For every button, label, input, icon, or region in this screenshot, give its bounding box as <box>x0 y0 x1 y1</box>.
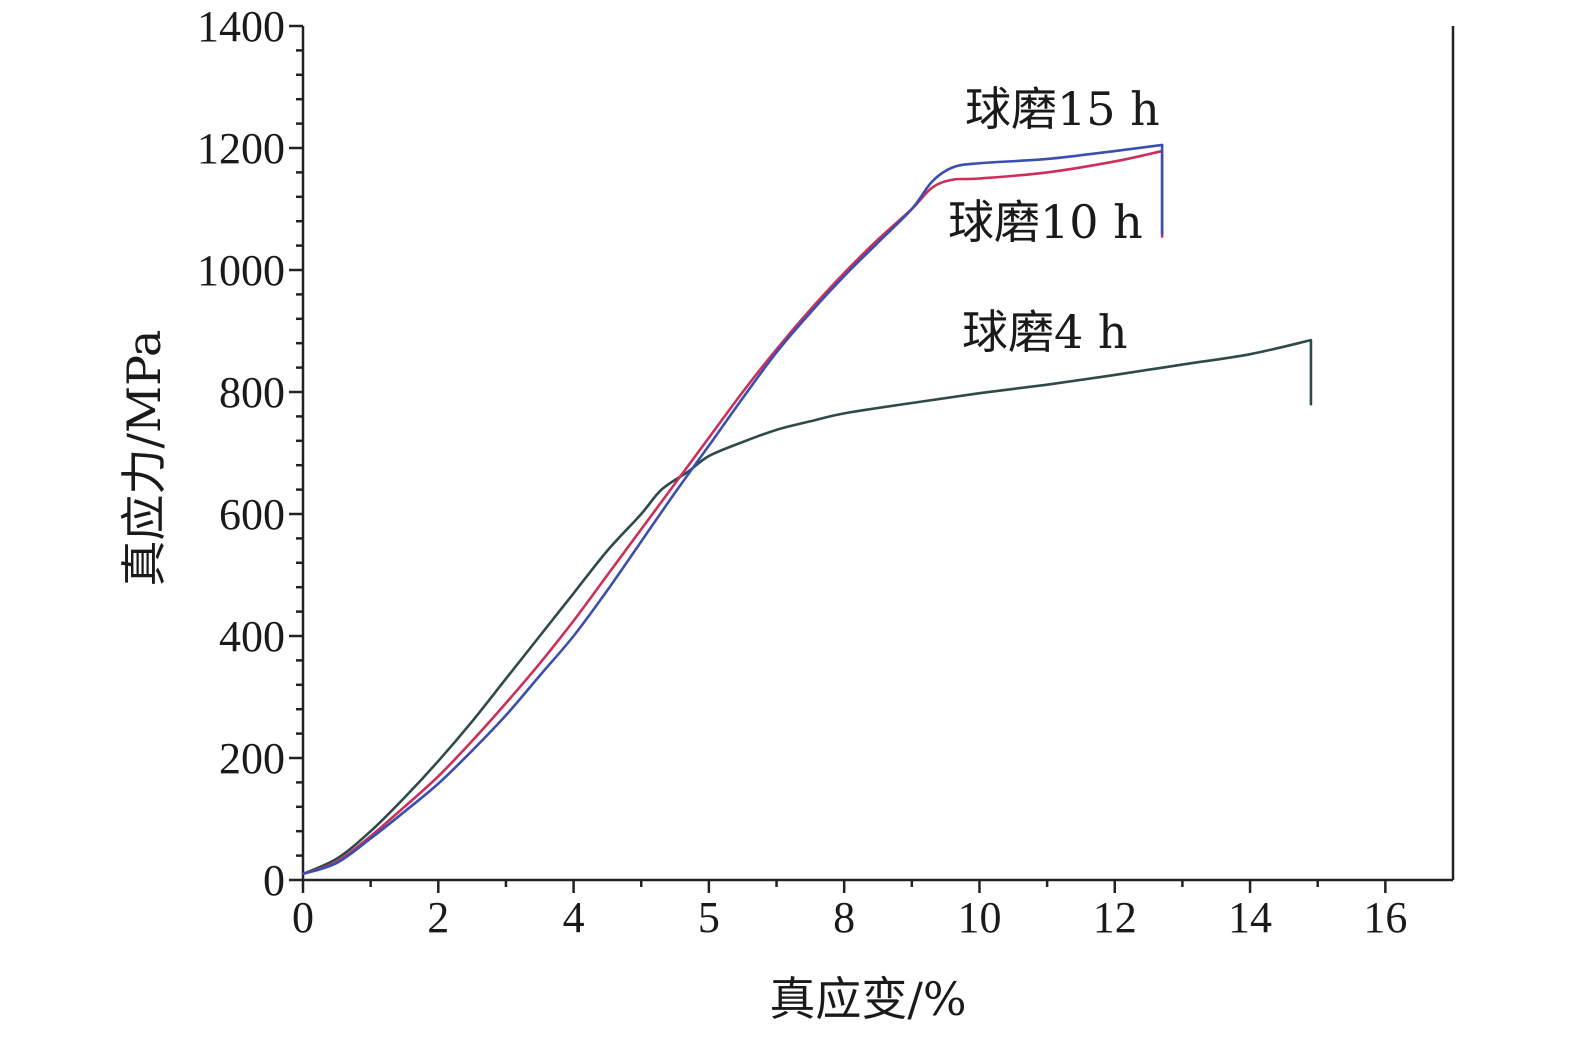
y-tick-label: 600 <box>219 490 285 539</box>
series-line-0 <box>301 338 1313 876</box>
y-tick-label: 0 <box>263 856 285 905</box>
x-tick-label: 14 <box>1228 893 1272 942</box>
series-label-4h: 球磨4 h <box>962 305 1128 359</box>
x-tick-label: 10 <box>957 893 1001 942</box>
series-label-15h: 球磨15 h <box>965 82 1160 136</box>
x-tick-label: 4 <box>563 893 585 942</box>
x-tick-label: 12 <box>1093 893 1137 942</box>
series-line-2 <box>301 143 1164 876</box>
x-tick-label: 8 <box>833 893 855 942</box>
y-tick-label: 200 <box>219 734 285 783</box>
x-tick-label: 5 <box>698 893 720 942</box>
y-tick-label: 400 <box>219 612 285 661</box>
axes: 0 2 4 5 8 10 12 14 16 0 200 400 600 800 1000 1200 1400 <box>197 2 1455 942</box>
x-tick-label: 2 <box>427 893 449 942</box>
x-axis-title: 真应变/% <box>769 972 966 1026</box>
x-tick-label: 0 <box>292 893 314 942</box>
y-tick-label: 1000 <box>197 246 285 295</box>
series-label-10h: 球磨10 h <box>948 195 1143 249</box>
y-axis-title: 真应力/MPa <box>117 330 171 587</box>
series-line-1 <box>301 149 1164 876</box>
y-tick-label: 800 <box>219 368 285 417</box>
y-tick-label: 1200 <box>197 124 285 173</box>
series-lines <box>301 143 1313 876</box>
x-tick-label: 16 <box>1363 893 1407 942</box>
y-tick-label: 1400 <box>197 2 285 51</box>
series-labels: 球磨15 h 球磨10 h 球磨4 h <box>948 82 1160 359</box>
